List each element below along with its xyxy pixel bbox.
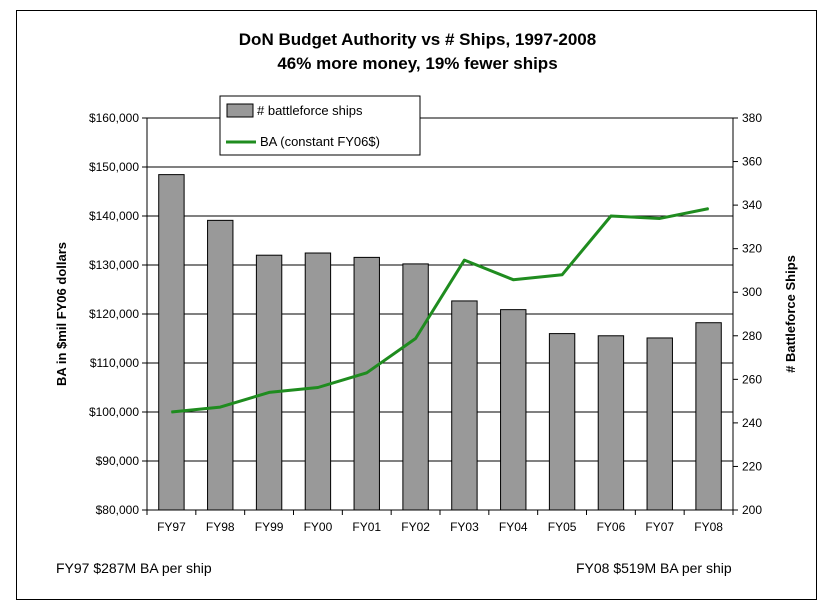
y2-tick-label: 340 xyxy=(742,198,762,212)
ba-point xyxy=(317,387,319,388)
ba-point xyxy=(170,411,172,413)
legend: # battleforce ships BA (constant FY06$) xyxy=(219,95,421,156)
y2-tick-label: 220 xyxy=(742,459,762,473)
y-tick-label: $100,000 xyxy=(89,405,139,419)
bar-series xyxy=(158,174,722,511)
bar xyxy=(402,263,429,511)
x-tick-label: FY04 xyxy=(499,520,528,534)
y-tick-label: $110,000 xyxy=(90,356,139,370)
ba-point xyxy=(219,406,221,408)
legend-line-label: BA (constant FY06$) xyxy=(260,134,380,149)
ba-point xyxy=(415,338,417,339)
y-tick-label: $130,000 xyxy=(89,258,139,272)
ba-line xyxy=(171,207,709,414)
chart-subtitle: 46% more money, 19% fewer ships xyxy=(277,54,558,73)
y2-tick-label: 200 xyxy=(742,503,762,517)
y-tick-label: $90,000 xyxy=(96,454,140,468)
y2-tick-label: 260 xyxy=(742,372,762,386)
x-tick-label: FY02 xyxy=(401,520,430,534)
legend-bar-label: # battleforce ships xyxy=(257,103,363,118)
x-tick-label: FY05 xyxy=(548,520,577,534)
x-tick-label: FY99 xyxy=(255,520,284,534)
x-tick-label: FY03 xyxy=(450,520,479,534)
bar xyxy=(158,174,185,511)
y2-tick-label: 280 xyxy=(742,329,762,343)
x-tick-label: FY00 xyxy=(304,520,333,534)
right-axis-ticks: 200 220 240 260 280 300 320 340 360 380 xyxy=(733,111,762,517)
ba-point xyxy=(610,215,612,217)
bar xyxy=(597,335,625,511)
ba-point xyxy=(708,208,710,210)
ba-point xyxy=(366,372,368,374)
y2-axis-label: # Battleforce Ships xyxy=(783,255,798,373)
ba-point xyxy=(463,259,465,261)
x-tick-label: FY97 xyxy=(157,520,186,534)
x-tick-label: FY08 xyxy=(694,520,723,534)
gridlines xyxy=(147,166,733,462)
x-axis-ticks: FY97 FY98 FY99 FY00 FY01 FY02 FY03 FY04 FY05 FY06… xyxy=(146,510,734,534)
y2-tick-label: 360 xyxy=(742,155,762,169)
x-tick-label: FY06 xyxy=(597,520,626,534)
y-tick-label: $140,000 xyxy=(89,209,139,223)
bar xyxy=(646,337,673,511)
x-tick-label: FY01 xyxy=(352,520,381,534)
y-tick-label: $80,000 xyxy=(96,503,140,517)
bar xyxy=(500,309,527,511)
y2-tick-label: 300 xyxy=(742,285,762,299)
y2-tick-label: 380 xyxy=(742,111,762,125)
bar xyxy=(695,322,722,511)
ba-point xyxy=(659,217,661,219)
left-axis-ticks: $80,000 $90,000 $100,000 $110,000 $120,000 $1… xyxy=(89,111,147,517)
y-tick-label: $120,000 xyxy=(89,307,139,321)
ba-point xyxy=(561,274,563,276)
bar xyxy=(451,300,478,511)
bar xyxy=(304,252,332,511)
bar xyxy=(353,256,380,511)
legend-bar-swatch xyxy=(226,103,254,118)
footnote-left: FY97 $287M BA per ship xyxy=(56,560,212,576)
ba-point xyxy=(268,391,270,393)
bar xyxy=(207,219,234,511)
y-axis-label: BA in $mil FY06 dollars xyxy=(54,242,69,386)
bar xyxy=(548,333,576,511)
x-tick-label: FY07 xyxy=(645,520,674,534)
y-tick-label: $150,000 xyxy=(89,160,139,174)
chart-title: DoN Budget Authority vs # Ships, 1997-20… xyxy=(238,30,597,49)
y-tick-label: $160,000 xyxy=(89,111,139,125)
y2-tick-label: 240 xyxy=(742,416,762,430)
line-series xyxy=(170,207,710,414)
x-tick-label: FY98 xyxy=(206,520,235,534)
footnote-right: FY08 $519M BA per ship xyxy=(576,560,732,576)
y2-tick-label: 320 xyxy=(742,242,762,256)
bar xyxy=(255,254,283,511)
ba-point xyxy=(512,279,514,281)
